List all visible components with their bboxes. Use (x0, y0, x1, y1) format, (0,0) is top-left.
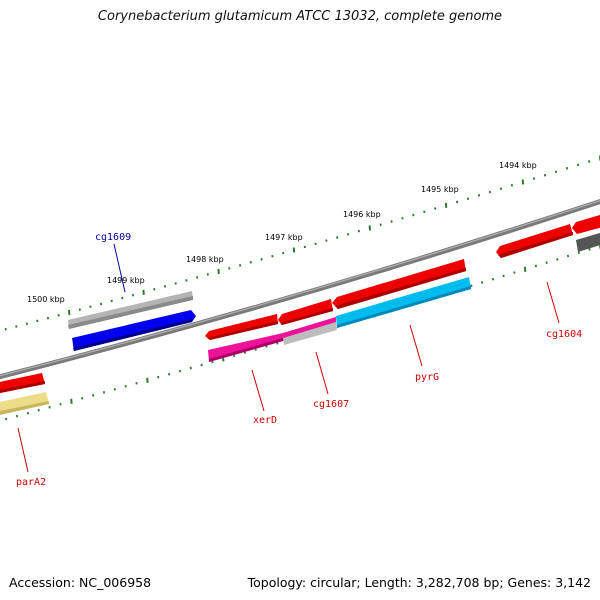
genome-summary-text: Topology: circular; Length: 3,282,708 bp… (247, 575, 591, 590)
tick-label-1496: 1496 kbp (343, 210, 381, 219)
tick-label-1497: 1497 kbp (265, 233, 303, 242)
gene-label-cg1604[interactable]: cg1604 (546, 329, 582, 340)
leader-parA2 (17, 427, 29, 473)
tick-label-1500: 1500 kbp (27, 295, 65, 304)
gene-cg1607-red[interactable] (278, 299, 333, 325)
tick-label-1498: 1498 kbp (186, 255, 224, 264)
leader-xerD (251, 369, 265, 412)
gene-cg1604-red[interactable] (496, 224, 573, 258)
genome-backbone (0, 199, 600, 380)
tick-label-1499: 1499 kbp (107, 276, 145, 285)
gene-xerD-red[interactable] (205, 314, 278, 340)
gene-cg1609-blue[interactable] (72, 310, 196, 351)
leader-pyrG (409, 324, 423, 367)
gene-label-pyrG[interactable]: pyrG (415, 372, 439, 383)
gene-parA2-red[interactable] (0, 373, 45, 394)
gene-pyrG-cyan[interactable] (336, 277, 471, 328)
leader-cg1604 (546, 281, 560, 324)
tick-label-1495: 1495 kbp (421, 185, 459, 194)
gene-right-dark[interactable] (576, 230, 600, 252)
leader-cg1609 (113, 243, 126, 293)
accession-text: Accession: NC_006958 (9, 575, 152, 590)
gene-right-red[interactable] (572, 212, 600, 234)
gene-label-parA2[interactable]: parA2 (16, 477, 46, 488)
gene-label-cg1607[interactable]: cg1607 (313, 399, 349, 410)
gene-parA2-yellow[interactable] (0, 392, 49, 416)
gene-label-xerD[interactable]: xerD (253, 415, 277, 426)
gene-pyrG-red[interactable] (332, 259, 466, 309)
genome-backbone-highlight (0, 200, 600, 377)
outer-tick-track (4, 155, 600, 331)
gene-cg1607-gray-inner[interactable] (283, 322, 337, 345)
gene-label-cg1609[interactable]: cg1609 (95, 232, 131, 243)
leader-cg1607 (315, 351, 329, 395)
tick-label-1494: 1494 kbp (499, 161, 537, 170)
map-title: Corynebacterium glutamicum ATCC 13032, c… (97, 9, 503, 24)
gene-cg1609-gray-outer[interactable] (68, 291, 193, 329)
